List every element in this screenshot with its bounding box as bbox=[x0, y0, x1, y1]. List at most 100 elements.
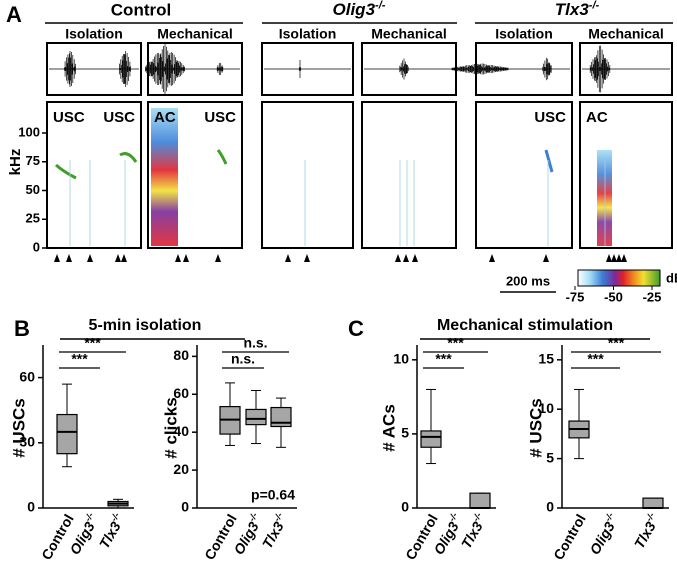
call-trace bbox=[544, 149, 554, 173]
condition-label: Mechanical bbox=[157, 26, 232, 42]
panel-label: A bbox=[6, 2, 22, 27]
call-label: USC bbox=[204, 109, 236, 126]
arrowhead bbox=[175, 254, 181, 262]
arrowhead bbox=[121, 254, 127, 262]
significance-label: *** bbox=[608, 335, 625, 351]
y-tick-label: 100 bbox=[18, 124, 40, 139]
y-tick-label: 15 bbox=[538, 351, 554, 367]
x-tick-label: Control bbox=[38, 511, 77, 562]
colorbar-tick-label: -50 bbox=[604, 289, 623, 304]
spectrogram-box bbox=[579, 101, 673, 249]
arrowhead bbox=[87, 254, 93, 262]
scale-bar-label: 200 ms bbox=[506, 273, 550, 288]
significance-label: *** bbox=[71, 351, 88, 367]
arrowhead bbox=[611, 254, 617, 262]
panel-label: B bbox=[14, 316, 30, 341]
y-tick-label: 0 bbox=[27, 499, 35, 515]
group-title: Olig3-/- bbox=[333, 0, 386, 19]
spectrogram-box bbox=[361, 101, 457, 249]
panel-title: Mechanical stimulation bbox=[437, 317, 613, 334]
y-tick-label: 30 bbox=[19, 434, 35, 450]
x-tick-label: Tlx3-/- bbox=[630, 511, 663, 551]
y-tick-label: 10 bbox=[538, 400, 554, 416]
condition-label: Isolation bbox=[495, 26, 553, 42]
x-tick-label: Tlx3-/- bbox=[457, 511, 490, 551]
x-tick-label: Control bbox=[201, 511, 240, 562]
y-tick-label: 60 bbox=[19, 368, 35, 384]
call-label: AC bbox=[586, 109, 608, 126]
condition-label: Isolation bbox=[279, 26, 337, 42]
y-axis-label: # clicks bbox=[161, 397, 180, 458]
y-tick-label: 20 bbox=[173, 461, 189, 477]
y-tick-label: 60 bbox=[173, 385, 189, 401]
y-tick-label: 0 bbox=[181, 499, 189, 515]
arrowhead bbox=[304, 254, 310, 262]
panel-title: 5-min isolation bbox=[89, 317, 202, 334]
y-tick-label: 80 bbox=[173, 347, 189, 363]
y-axis-label: # USCs bbox=[526, 398, 545, 458]
group-title: Control bbox=[111, 0, 171, 19]
call-trace bbox=[55, 163, 77, 180]
significance-label: *** bbox=[447, 335, 464, 351]
arrowhead bbox=[621, 254, 627, 262]
condition-label: Mechanical bbox=[371, 26, 446, 42]
x-tick-label: Control bbox=[402, 511, 441, 562]
y-tick-label: 50 bbox=[26, 182, 40, 197]
colorbar-tick-label: -25 bbox=[643, 289, 662, 304]
y-tick-label: 25 bbox=[26, 211, 40, 226]
arrowhead bbox=[285, 254, 291, 262]
spectrogram-energy bbox=[597, 150, 612, 246]
spectrogram-box bbox=[261, 101, 354, 249]
arrowhead bbox=[215, 254, 221, 262]
y-tick-label: 0 bbox=[401, 499, 409, 515]
y-tick-label: 5 bbox=[401, 425, 409, 441]
colorbar bbox=[577, 269, 661, 287]
y-tick-label: 10 bbox=[393, 351, 409, 367]
condition-label: Isolation bbox=[65, 26, 123, 42]
arrowhead bbox=[403, 254, 409, 262]
arrowhead bbox=[395, 254, 401, 262]
call-trace bbox=[216, 149, 228, 165]
arrowhead bbox=[489, 254, 495, 262]
panel-label: C bbox=[348, 316, 364, 341]
spectrogram-box bbox=[475, 101, 573, 249]
call-trace bbox=[119, 152, 138, 163]
box bbox=[245, 408, 267, 426]
y-tick-label: 40 bbox=[173, 423, 189, 439]
box bbox=[469, 492, 491, 509]
annotation: p=0.64 bbox=[251, 487, 295, 503]
x-tick-label: Tlx3-/- bbox=[95, 511, 128, 551]
significance-label: n.s. bbox=[243, 335, 267, 351]
significance-label: *** bbox=[435, 351, 452, 367]
arrowhead bbox=[66, 254, 72, 262]
y-axis-label: # USCs bbox=[9, 398, 28, 458]
call-label: USC bbox=[53, 109, 85, 126]
condition-label: Mechanical bbox=[588, 26, 663, 42]
box bbox=[56, 413, 78, 455]
y-tick-label: 75 bbox=[26, 153, 40, 168]
arrowhead bbox=[183, 254, 189, 262]
significance-label: *** bbox=[84, 335, 101, 351]
arrowhead bbox=[54, 254, 60, 262]
call-label: USC bbox=[103, 109, 135, 126]
y-axis-label: kHz bbox=[7, 149, 24, 176]
x-tick-label: Control bbox=[550, 511, 589, 562]
y-tick-label: 0 bbox=[33, 239, 40, 254]
arrowhead bbox=[606, 254, 612, 262]
call-label: USC bbox=[534, 109, 566, 126]
arrowhead bbox=[616, 254, 622, 262]
call-label: AC bbox=[154, 109, 176, 126]
significance-label: *** bbox=[587, 351, 604, 367]
significance-label: n.s. bbox=[231, 351, 255, 367]
arrowhead bbox=[543, 254, 549, 262]
box bbox=[642, 497, 664, 509]
colorbar-tick-label: -75 bbox=[566, 289, 585, 304]
colorbar-label: dB bbox=[666, 270, 677, 285]
arrowhead bbox=[412, 254, 418, 262]
x-tick-label: Tlx3-/- bbox=[258, 511, 291, 551]
spectrogram-energy bbox=[151, 108, 178, 246]
y-tick-label: 5 bbox=[546, 449, 554, 465]
y-axis-label: # ACs bbox=[379, 404, 398, 452]
y-tick-label: 0 bbox=[546, 499, 554, 515]
